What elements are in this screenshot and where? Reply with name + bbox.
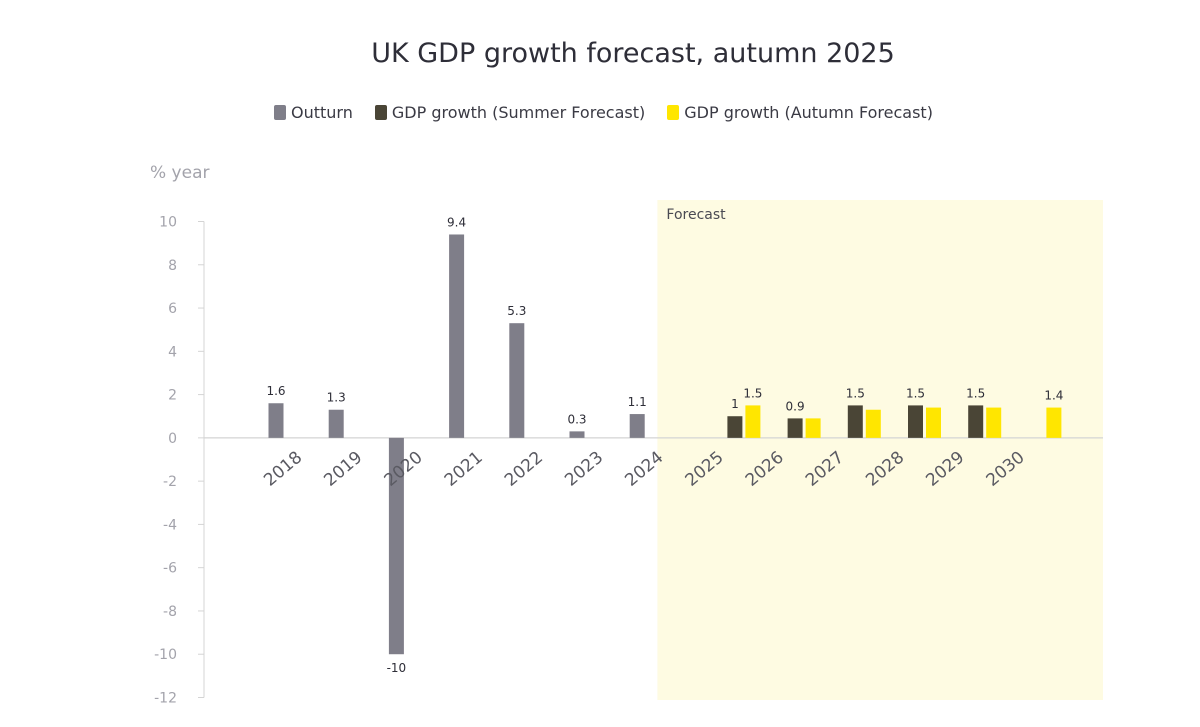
autumn-forecast-bar	[865, 409, 881, 438]
autumn-forecast-bar	[805, 418, 821, 438]
legend-swatch	[374, 105, 387, 120]
legend-item: Outturn	[274, 103, 353, 122]
outturn-bar	[388, 437, 404, 655]
y-tick-label: 0	[168, 431, 177, 447]
y-tick-label: -2	[163, 474, 177, 490]
y-tick-label: -12	[154, 691, 177, 707]
y-tick-label: -8	[163, 604, 177, 620]
outturn-bar	[629, 414, 645, 438]
outturn-bar	[328, 409, 344, 438]
y-tick-label: 10	[159, 215, 177, 231]
legend-item: GDP growth (Summer Forecast)	[374, 103, 646, 122]
x-tick-label: 2023	[561, 448, 607, 491]
legend-swatch	[667, 105, 680, 120]
data-label: 1.1	[628, 395, 647, 409]
y-tick-label: 6	[168, 301, 177, 317]
legend-swatch	[274, 105, 286, 120]
summer-forecast-bar	[727, 416, 743, 438]
legend-label: GDP growth (Summer Forecast)	[391, 103, 646, 122]
data-label: 1.5	[906, 386, 925, 400]
legend-label: Outturn	[291, 103, 353, 122]
y-axis-title: % year	[150, 163, 209, 183]
data-label: 1.5	[846, 386, 865, 400]
x-tick-label: 2019	[320, 448, 366, 491]
autumn-forecast-bar	[1046, 407, 1062, 438]
outturn-bar	[268, 403, 284, 438]
data-label: 1.3	[327, 391, 346, 405]
autumn-forecast-bar	[745, 405, 761, 438]
forecast-label: Forecast	[666, 207, 726, 223]
x-tick-label: 2022	[501, 448, 547, 491]
y-tick-label: 8	[168, 258, 177, 274]
x-tick-label: 2021	[441, 448, 487, 491]
data-label: 1.6	[266, 384, 285, 398]
y-tick-label: 2	[168, 388, 177, 404]
legend: Outturn GDP growth (Summer Forecast) GDP g…	[274, 103, 955, 122]
data-label: 1	[731, 397, 739, 411]
summer-forecast-bar	[847, 405, 863, 438]
data-label: 9.4	[447, 215, 466, 229]
y-tick-label: 4	[168, 344, 177, 360]
summer-forecast-bar	[968, 405, 984, 438]
forecast-region	[657, 200, 1103, 700]
data-label: 0.3	[567, 412, 586, 426]
y-tick-label: -4	[163, 517, 177, 533]
autumn-forecast-bar	[926, 407, 941, 438]
legend-label: GDP growth (Autumn Forecast)	[684, 103, 933, 122]
data-label: 1.4	[1044, 389, 1063, 403]
data-label: 0.9	[786, 399, 805, 413]
legend-item: GDP growth (Autumn Forecast)	[667, 103, 933, 122]
x-tick-label: 2018	[260, 448, 306, 491]
data-label: 1.5	[966, 386, 985, 400]
data-label: -10	[387, 661, 407, 675]
y-tick-label: -6	[163, 561, 177, 577]
autumn-forecast-bar	[986, 407, 1002, 438]
y-tick-label: -10	[154, 647, 177, 663]
data-label: 5.3	[507, 304, 526, 318]
data-label: 1.5	[743, 386, 762, 400]
outturn-bar	[509, 323, 525, 438]
chart-title: UK GDP growth forecast, autumn 2025	[371, 38, 895, 69]
summer-forecast-bar	[908, 405, 923, 438]
outturn-bar	[569, 431, 585, 438]
summer-forecast-bar	[787, 418, 803, 438]
outturn-bar	[449, 234, 465, 438]
